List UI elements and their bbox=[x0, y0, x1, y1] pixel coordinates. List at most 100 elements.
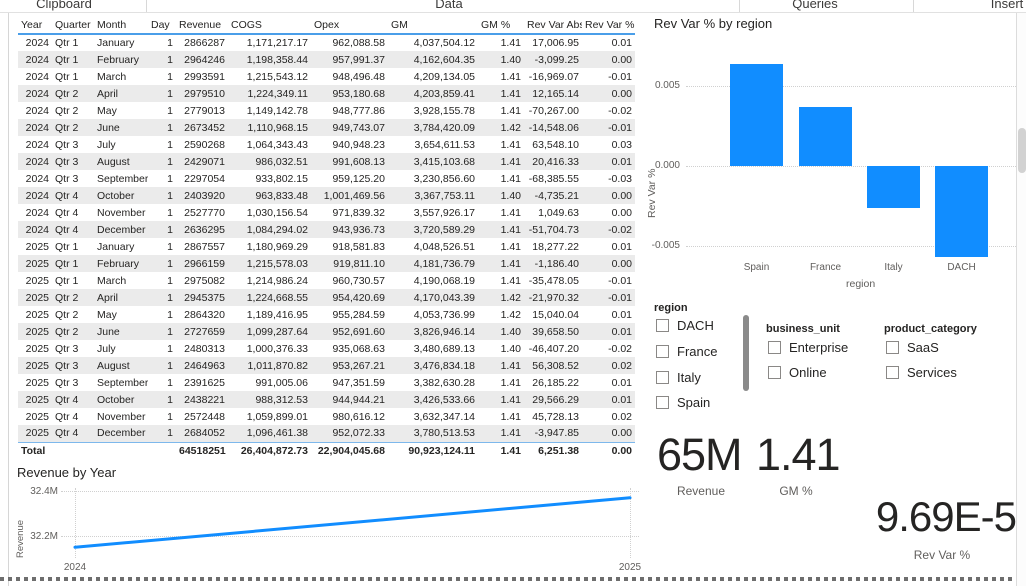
bar-france[interactable] bbox=[799, 106, 852, 166]
table-cell: April bbox=[94, 85, 148, 102]
table-row[interactable]: 2025 Qtr 4 November 1 2572448 1,059,899.01 980… bbox=[18, 408, 635, 425]
column-header-rev-var-[interactable]: Rev Var % bbox=[582, 16, 635, 35]
line-chart-visual[interactable]: Revenue by Year 32.4M 32.2M 2024 2025 Reven… bbox=[14, 462, 654, 578]
table-row[interactable]: 2024 Qtr 3 September 1 2297054 933,802.15 959,… bbox=[18, 170, 635, 187]
bar-spain[interactable] bbox=[730, 63, 783, 166]
table-row[interactable]: 2024 Qtr 2 May 1 2779013 1,149,142.78 948,777.… bbox=[18, 102, 635, 119]
table-row[interactable]: 2025 Qtr 2 June 1 2727659 1,099,287.64 952,691… bbox=[18, 323, 635, 340]
column-header-opex[interactable]: Opex bbox=[311, 16, 388, 35]
ribbon-strip: Clipboard Data Queries Insert bbox=[0, 0, 1026, 13]
table-cell: 0.03 bbox=[611, 138, 632, 151]
table-row[interactable]: 2024 Qtr 4 December 1 2636295 1,084,294.02 943… bbox=[18, 221, 635, 238]
slicer-item-label: Italy bbox=[677, 370, 701, 385]
line-y-tick-label: 32.4M bbox=[30, 486, 58, 497]
total-cell bbox=[94, 441, 148, 459]
slicer-item-enterprise[interactable]: Enterprise bbox=[768, 340, 848, 355]
table-row[interactable]: 2024 Qtr 1 March 1 2993591 1,215,543.12 948,49… bbox=[18, 68, 635, 85]
checkbox-enterprise[interactable] bbox=[768, 341, 781, 354]
table-cell: 2025 bbox=[25, 308, 49, 321]
bar-y-tick-label: -0.005 bbox=[651, 240, 680, 251]
table-cell: 1,059,899.01 bbox=[246, 410, 308, 423]
slicer-item-france[interactable]: France bbox=[656, 344, 717, 359]
table-cell: 1.41 bbox=[478, 357, 524, 374]
column-header-day[interactable]: Day bbox=[148, 16, 176, 35]
table-row[interactable]: 2025 Qtr 4 October 1 2438221 988,312.53 944,94… bbox=[18, 391, 635, 408]
table-cell: 2025 bbox=[25, 274, 49, 287]
table-cell: -0.01 bbox=[582, 289, 635, 306]
column-header-rev-var-abs[interactable]: Rev Var Abs bbox=[524, 16, 582, 35]
vertical-scrollbar-thumb[interactable] bbox=[1018, 128, 1026, 173]
checkbox-services[interactable] bbox=[886, 366, 899, 379]
column-header-year[interactable]: Year bbox=[18, 16, 52, 35]
table-cell: 2684052 bbox=[176, 425, 228, 442]
table-row[interactable]: 2025 Qtr 3 August 1 2464963 1,011,870.82 953,2… bbox=[18, 357, 635, 374]
card-revenue-value: 65M bbox=[657, 429, 743, 480]
slicer-item-italy[interactable]: Italy bbox=[656, 370, 701, 385]
table-cell: 1.40 bbox=[478, 187, 524, 204]
bar-italy[interactable] bbox=[867, 166, 920, 208]
table-cell: October bbox=[94, 391, 148, 408]
bar-chart-visual[interactable]: Rev Var % by region 0.005 0.000 -0.005 Spai… bbox=[646, 14, 1026, 292]
table-cell: 3,654,611.53 bbox=[414, 138, 475, 151]
table-row[interactable]: 2025 Qtr 1 January 1 2867557 1,180,969.29 918,… bbox=[18, 238, 635, 255]
slicer-item-services[interactable]: Services bbox=[886, 365, 957, 380]
table-cell: Qtr 1 bbox=[55, 274, 79, 287]
table-row[interactable]: 2025 Qtr 3 September 1 2391625 991,005.06 947,… bbox=[18, 374, 635, 391]
table-cell: Qtr 2 bbox=[52, 85, 94, 102]
checkbox-saas[interactable] bbox=[886, 341, 899, 354]
table-cell: 1,189,416.95 bbox=[246, 308, 308, 321]
table-cell: 1,215,578.03 bbox=[228, 255, 311, 272]
table-cell: 1,064,343.43 bbox=[246, 138, 308, 151]
slicer-item-online[interactable]: Online bbox=[768, 365, 827, 380]
table-cell: 2727659 bbox=[176, 323, 228, 340]
column-header-gm[interactable]: GM bbox=[388, 16, 478, 35]
checkbox-online[interactable] bbox=[768, 366, 781, 379]
table-visual[interactable]: Year Quarter Month Day Revenue COGS Opex GM GM %… bbox=[18, 16, 635, 459]
region-slicer-scrollbar[interactable] bbox=[743, 315, 749, 391]
table-cell: 0.02 bbox=[582, 357, 635, 374]
table-row[interactable]: 2024 Qtr 2 June 1 2673452 1,110,968.15 949,743… bbox=[18, 119, 635, 136]
column-header-cogs[interactable]: COGS bbox=[228, 16, 311, 35]
table-row[interactable]: 2025 Qtr 3 July 1 2480313 1,000,376.33 935,068… bbox=[18, 340, 635, 357]
table-cell: 4,209,134.05 bbox=[413, 70, 475, 83]
table-row[interactable]: 2024 Qtr 4 November 1 2527770 1,030,156.54 971… bbox=[18, 204, 635, 221]
table-row[interactable]: 2025 Qtr 4 December 1 2684052 1,096,461.38 952… bbox=[18, 425, 635, 442]
checkbox-dach[interactable] bbox=[656, 319, 669, 332]
slicer-title-product_category: product_category bbox=[884, 323, 977, 335]
table-row[interactable]: 2025 Qtr 1 March 1 2975082 1,214,986.24 960,73… bbox=[18, 272, 635, 289]
table-cell: 953,267.21 bbox=[311, 357, 388, 374]
table-row[interactable]: 2025 Qtr 1 February 1 2966159 1,215,578.03 919… bbox=[18, 255, 635, 272]
table-cell: September bbox=[97, 376, 148, 389]
data-table: Year Quarter Month Day Revenue COGS Opex GM GM %… bbox=[18, 16, 635, 459]
slicer-item-dach[interactable]: DACH bbox=[656, 318, 714, 333]
ribbon-group-data: Data bbox=[435, 0, 463, 11]
table-cell: 2297054 bbox=[184, 172, 225, 185]
bar-dach[interactable] bbox=[935, 166, 988, 258]
checkbox-italy[interactable] bbox=[656, 371, 669, 384]
column-header-revenue[interactable]: Revenue bbox=[176, 16, 228, 35]
table-row[interactable]: 2024 Qtr 3 July 1 2590268 1,064,343.43 940,948… bbox=[18, 136, 635, 153]
checkbox-spain[interactable] bbox=[656, 396, 669, 409]
checkbox-france[interactable] bbox=[656, 345, 669, 358]
table-cell: 2024 bbox=[25, 104, 49, 117]
slicer-item-spain[interactable]: Spain bbox=[656, 395, 710, 410]
slicer-item-saas[interactable]: SaaS bbox=[886, 340, 939, 355]
table-cell: 4,190,068.19 bbox=[413, 274, 475, 287]
table-row[interactable]: 2024 Qtr 1 January 1 2866287 1,171,217.17 962,… bbox=[18, 34, 635, 51]
table-row[interactable]: 2025 Qtr 2 May 1 2864320 1,189,416.95 955,284.… bbox=[18, 306, 635, 323]
table-cell: March bbox=[97, 274, 127, 287]
table-cell: 1,000,376.33 bbox=[246, 342, 308, 355]
column-header-gm-[interactable]: GM % bbox=[478, 16, 524, 35]
table-row[interactable]: 2025 Qtr 2 April 1 2945375 1,224,668.55 954,42… bbox=[18, 289, 635, 306]
table-row[interactable]: 2024 Qtr 2 April 1 2979510 1,224,349.11 953,18… bbox=[18, 85, 635, 102]
table-row[interactable]: 2024 Qtr 1 February 1 2964246 1,198,358.44 957… bbox=[18, 51, 635, 68]
column-header-quarter[interactable]: Quarter bbox=[52, 16, 94, 35]
table-cell: 1 bbox=[148, 391, 176, 408]
table-cell: 1,084,294.02 bbox=[228, 221, 311, 238]
table-row[interactable]: 2024 Qtr 3 August 1 2429071 986,032.51 991,608… bbox=[18, 153, 635, 170]
vertical-scrollbar[interactable] bbox=[1016, 13, 1026, 586]
column-header-month[interactable]: Month bbox=[94, 16, 148, 35]
table-cell: 0.00 bbox=[582, 187, 635, 204]
table-header-row: Year Quarter Month Day Revenue COGS Opex GM GM %… bbox=[18, 16, 635, 35]
table-row[interactable]: 2024 Qtr 4 October 1 2403920 963,833.48 1,001,… bbox=[18, 187, 635, 204]
